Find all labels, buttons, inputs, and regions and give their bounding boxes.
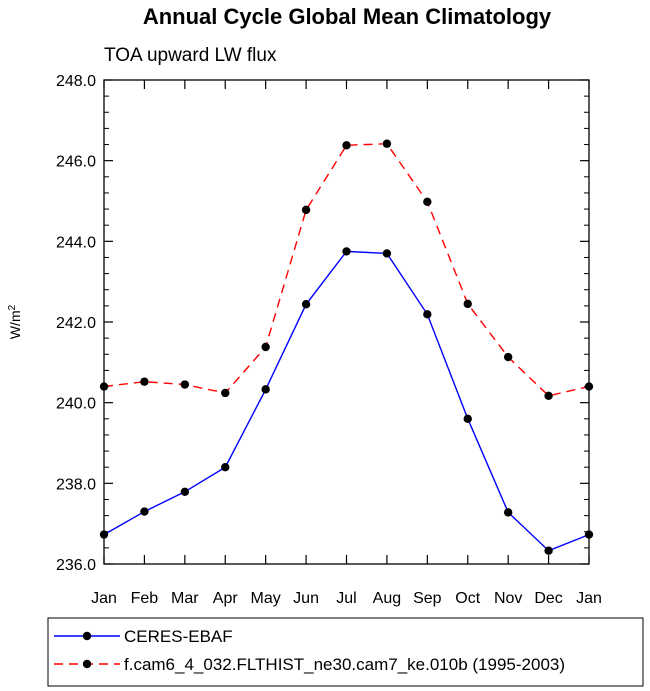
x-tick-label: May: [251, 590, 281, 607]
data-point: [99, 382, 109, 391]
data-point: [423, 310, 432, 319]
x-tick-label: Apr: [213, 590, 239, 607]
series-2: [99, 139, 594, 401]
data-point: [221, 388, 230, 398]
x-tick-label: Jun: [293, 590, 319, 607]
series-layer: [99, 139, 594, 555]
data-point: [423, 197, 432, 207]
data-point: [261, 385, 270, 394]
y-axis-label-superscript: 2: [7, 304, 18, 310]
data-point: [544, 391, 553, 401]
data-point: [584, 382, 594, 391]
y-tick-label: 244.0: [56, 234, 96, 251]
legend-label: CERES-EBAF: [124, 627, 233, 646]
x-tick-label: Mar: [171, 590, 199, 607]
data-point: [221, 463, 230, 472]
x-tick-label: Jan: [91, 590, 117, 607]
y-tick-label: 236.0: [56, 557, 96, 574]
x-tick-label: Nov: [494, 590, 522, 607]
legend-marker: [82, 659, 92, 669]
x-tick-label: Sep: [413, 590, 442, 607]
x-tick-label: Aug: [373, 590, 401, 607]
series-line: [103, 250, 590, 552]
data-point: [140, 507, 149, 516]
y-tick-label: 248.0: [56, 73, 96, 90]
data-point: [503, 508, 513, 517]
data-point: [301, 205, 311, 215]
chart-title: Annual Cycle Global Mean Climatology: [143, 4, 552, 29]
data-point: [463, 299, 472, 309]
x-tick-labels: Jan Feb Mar Apr May Jun Jul Aug Sep Oct Nov Dec Jan: [91, 590, 602, 607]
data-point: [140, 377, 149, 386]
data-point: [301, 300, 311, 309]
data-point: [584, 530, 594, 539]
legend-marker: [82, 631, 92, 641]
data-point: [544, 546, 553, 555]
data-point: [261, 342, 270, 352]
x-tick-label: Feb: [131, 590, 159, 607]
plot-frame: [103, 79, 590, 565]
legend-box: [47, 617, 644, 687]
chart-subtitle: TOA upward LW flux: [104, 45, 277, 66]
data-point: [180, 380, 190, 389]
tick-marks: [103, 79, 590, 565]
data-point: [463, 414, 472, 423]
x-tick-label: Jan: [576, 590, 602, 607]
y-axis-label-base: W/m: [7, 310, 23, 339]
series-1: [99, 247, 594, 555]
y-tick-label: 240.0: [56, 396, 96, 413]
data-point: [342, 141, 351, 150]
data-point: [382, 249, 392, 258]
legend-item-1: CERES-EBAF: [54, 627, 233, 646]
data-point: [342, 247, 351, 256]
y-tick-label: 242.0: [56, 315, 96, 332]
data-point: [180, 487, 190, 497]
y-tick-label: 246.0: [56, 154, 96, 171]
legend-label: f.cam6_4_032.FLTHIST_ne30.cam7_ke.010b (…: [124, 655, 565, 674]
x-tick-label: Jul: [336, 590, 356, 607]
y-tick-label: 238.0: [56, 476, 96, 493]
data-point: [382, 139, 392, 148]
x-tick-label: Dec: [534, 590, 562, 607]
x-tick-label: Oct: [455, 590, 480, 607]
series-line: [103, 142, 590, 397]
y-axis-label: W/m2: [7, 304, 24, 339]
legend: CERES-EBAF f.cam6_4_032.FLTHIST_ne30.cam7…: [54, 627, 565, 674]
y-tick-labels: 236.0 238.0 240.0 242.0 244.0 246.0 248.0: [56, 73, 96, 574]
legend-item-2: f.cam6_4_032.FLTHIST_ne30.cam7_ke.010b (…: [54, 655, 565, 674]
data-point: [503, 352, 513, 362]
data-point: [99, 530, 109, 539]
